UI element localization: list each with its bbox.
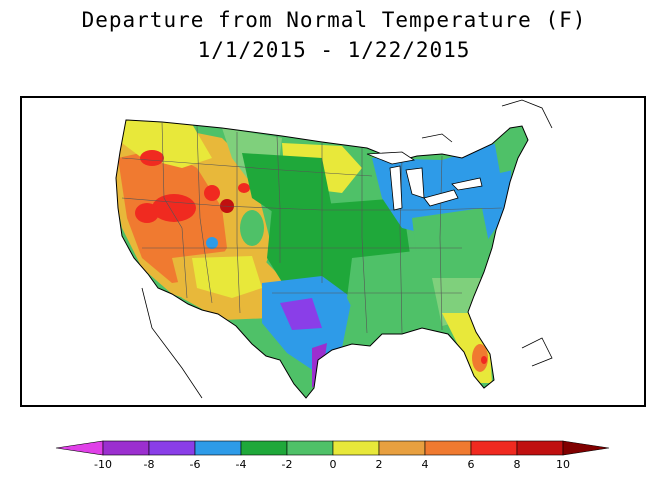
legend-swatch — [470, 440, 518, 456]
state-borders — [121, 121, 503, 334]
coastline-fragments — [141, 99, 553, 399]
map-frame — [20, 96, 646, 407]
legend-tick-label: -10 — [94, 458, 112, 471]
legend-tick-label: 2 — [376, 458, 383, 471]
legend-swatch — [240, 440, 288, 456]
legend-swatch — [148, 440, 196, 456]
great-lakes — [366, 151, 483, 211]
legend-tick-label: -6 — [190, 458, 201, 471]
legend-swatch — [516, 440, 564, 456]
temperature-departure-map — [115, 99, 553, 399]
legend-tick-label: 6 — [468, 458, 475, 471]
legend-tick-label: 10 — [556, 458, 570, 471]
legend-swatch — [194, 440, 242, 456]
legend-swatch — [332, 440, 380, 456]
legend-tick-label: -8 — [144, 458, 155, 471]
map-date-range: 1/1/2015 - 1/22/2015 — [197, 38, 471, 62]
legend-arrow-high — [562, 440, 610, 456]
legend-swatch — [424, 440, 472, 456]
map-title: Departure from Normal Temperature (F) — [81, 8, 587, 32]
legend-swatch — [102, 440, 150, 456]
legend-tick-label: -2 — [282, 458, 293, 471]
legend-swatch — [286, 440, 334, 456]
legend-swatch — [378, 440, 426, 456]
legend-arrow-low — [55, 440, 104, 456]
legend-tick-label: -4 — [236, 458, 247, 471]
legend-tick-label: 8 — [514, 458, 521, 471]
legend-tick-label: 0 — [330, 458, 337, 471]
us-outline — [115, 119, 529, 399]
legend-tick-label: 4 — [422, 458, 429, 471]
